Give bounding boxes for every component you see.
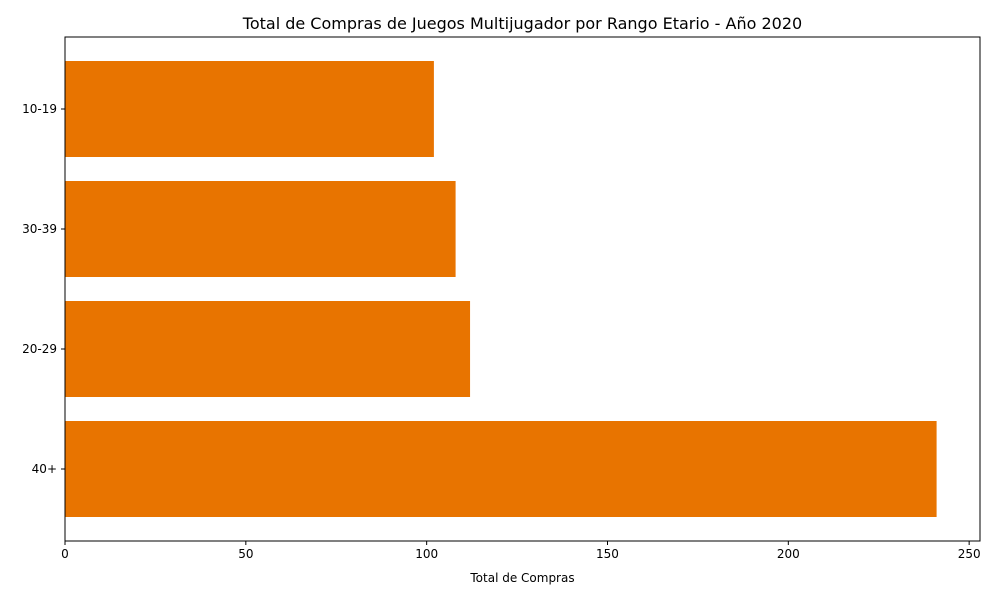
bar-10-19 [65,61,434,157]
y-tick-label: 10-19 [22,102,57,116]
chart-title: Total de Compras de Juegos Multijugador … [242,14,802,33]
x-tick-label: 200 [777,547,800,561]
bar-20-29 [65,301,471,397]
bar-40+ [65,421,937,517]
bar-30-39 [65,181,456,277]
y-tick-label: 20-29 [22,342,57,356]
plot-frame [64,36,981,542]
y-axis: 10-19 30-39 20-29 40+ [22,102,65,476]
bars-layer [65,61,937,517]
x-tick-label: 0 [61,547,69,561]
y-tick-label: 40+ [32,462,57,476]
x-tick-label: 100 [415,547,438,561]
y-tick-label: 30-39 [22,222,57,236]
x-tick-label: 150 [596,547,619,561]
x-tick-label: 50 [238,547,253,561]
x-axis-label: Total de Compras [469,571,574,585]
x-axis: 0 50 100 150 200 250 [61,541,981,561]
x-tick-label: 250 [958,547,981,561]
